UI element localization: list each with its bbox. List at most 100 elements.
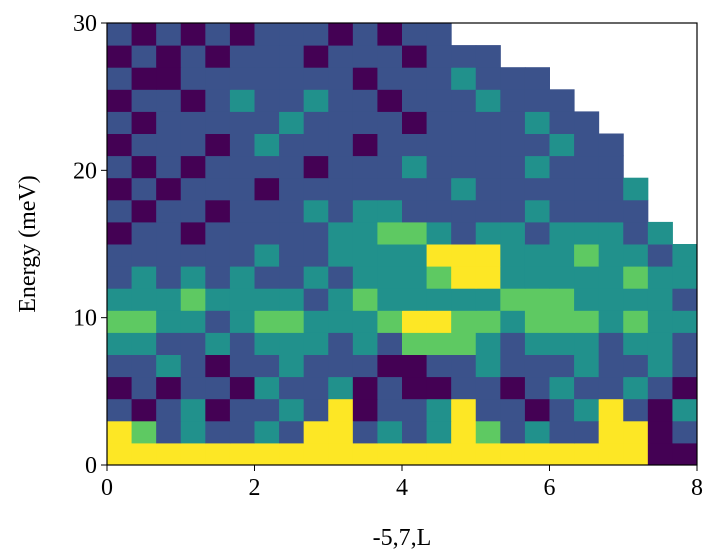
heatmap-cell [229,221,255,245]
heatmap-cell [205,23,231,46]
y-tick-label: 20 [73,158,97,184]
heatmap-cell [229,310,255,333]
heatmap-cell [254,288,280,311]
heatmap-cell [426,155,452,179]
heatmap-cell [229,155,255,179]
x-tick-label: 8 [691,475,703,501]
heatmap-cell [107,133,133,157]
heatmap-cell [107,354,133,378]
heatmap-cell [524,398,550,422]
heatmap-cell [647,376,673,400]
heatmap-cell [598,199,624,223]
heatmap-cell [672,442,698,466]
heatmap-cell [524,111,550,134]
heatmap-cell [377,45,403,68]
heatmap-cell [107,199,133,223]
heatmap-cell [328,266,354,289]
heatmap-cell [352,67,378,90]
heatmap-cell [402,133,428,157]
heatmap-cell [500,155,526,179]
heatmap-cell [475,398,501,422]
heatmap-cell [598,266,624,289]
heatmap-cell [500,177,526,201]
heatmap-cell [205,244,231,267]
heatmap-cell [205,67,231,90]
heatmap-cell [303,45,329,68]
heatmap-cell [426,376,452,400]
heatmap-cell [647,332,673,355]
heatmap-cell [328,376,354,400]
heatmap-cell [402,244,428,267]
heatmap-cell [549,133,575,157]
heatmap-cell [549,177,575,201]
heatmap-cell [623,244,649,267]
heatmap-cell [451,155,477,179]
heatmap-cell [229,442,255,466]
heatmap-cell [352,398,378,422]
heatmap-cell [377,199,403,223]
heatmap-cell [647,288,673,311]
heatmap-cell [402,221,428,245]
heatmap-cell [475,288,501,311]
heatmap-cell [426,420,452,444]
heatmap-cell [279,288,305,311]
heatmap-cell [574,332,600,355]
heatmap-cell [156,354,182,378]
heatmap-cell [402,354,428,378]
heatmap-cell [672,420,698,444]
heatmap-cell [574,310,600,333]
heatmap-cell [156,376,182,400]
heatmap-cell [647,266,673,289]
heatmap-cell [426,310,452,333]
heatmap-cell [205,266,231,289]
heatmap-cell [254,23,280,46]
heatmap-cell [328,155,354,179]
heatmap-cell [402,398,428,422]
heatmap-cell [156,420,182,444]
heatmap-cell [500,354,526,378]
heatmap-cell [303,442,329,466]
heatmap-cell [549,332,575,355]
heatmap-cell [672,310,698,333]
heatmap-cell [180,23,206,46]
heatmap-cell [475,177,501,201]
heatmap-cell [451,398,477,422]
heatmap-cell [180,199,206,223]
heatmap-cell [475,155,501,179]
heatmap-cell [426,354,452,378]
heatmap-cell [549,111,575,134]
heatmap-cell [475,67,501,90]
heatmap-cell [107,177,133,201]
heatmap-cell [107,442,133,466]
heatmap-cell [451,199,477,223]
heatmap-cell [574,155,600,179]
heatmap-cell [229,398,255,422]
heatmap-cell [475,221,501,245]
heatmap-cell [205,221,231,245]
heatmap-cell [180,354,206,378]
heatmap-cell [598,310,624,333]
heatmap-cell [598,133,624,157]
heatmap-cell [205,89,231,112]
heatmap-cell [254,177,280,201]
heatmap-cell [524,133,550,157]
heatmap-cell [328,398,354,422]
heatmap-cell [426,23,452,46]
heatmap-cell [229,332,255,355]
heatmap-cell [156,177,182,201]
heatmap-cell [623,177,649,201]
heatmap-cell [107,221,133,245]
heatmap-cell [623,266,649,289]
heatmap-cell [303,310,329,333]
heatmap-cell [229,288,255,311]
heatmap-cell [647,398,673,422]
heatmap-cell [402,288,428,311]
heatmap-cell [303,420,329,444]
heatmap-cell [500,67,526,90]
heatmap-cell [500,420,526,444]
heatmap-cell [279,89,305,112]
heatmap-cell [623,221,649,245]
heatmap-cell [180,45,206,68]
heatmap-cell [672,244,698,267]
